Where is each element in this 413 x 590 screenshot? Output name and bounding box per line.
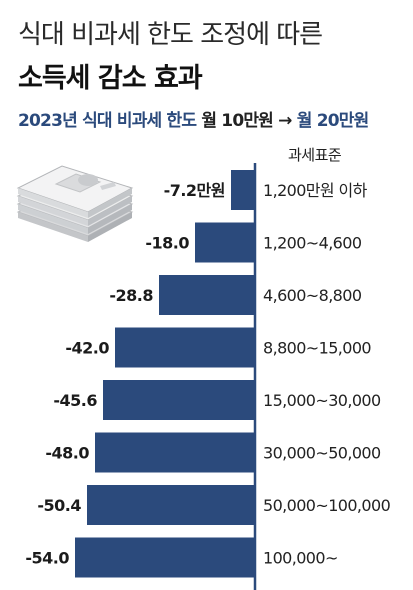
bar-2: [159, 275, 255, 315]
bar-1: [195, 222, 255, 263]
category-label-6: 50,000~100,000: [263, 496, 391, 515]
chart-title-line1: 식대 비과세 한도 조정에 따른: [18, 20, 323, 50]
bar-3: [115, 327, 255, 368]
subtitle-arrow: →: [278, 111, 292, 131]
category-label-3: 8,800~15,000: [263, 339, 371, 358]
category-label-1: 1,200~4,600: [263, 234, 362, 253]
chart-title-line2: 소득세 감소 효과: [18, 63, 203, 94]
value-label-2: -28.8: [109, 286, 153, 305]
category-label-4: 15,000~30,000: [263, 391, 381, 410]
value-label-0: -7.2만원: [164, 181, 225, 200]
value-label-4: -45.6: [53, 391, 97, 410]
bar-0: [231, 170, 255, 210]
value-label-5: -48.0: [45, 444, 89, 463]
chart-subtitle: 2023년 식대 비과세 한도 월 10만원 → 월 20만원: [18, 106, 369, 131]
category-label-7: 100,000~: [263, 549, 338, 568]
category-label-0: 1,200만원 이하: [263, 181, 368, 200]
category-label-2: 4,600~8,800: [263, 286, 362, 305]
subtitle-part2: 월 10만원: [201, 111, 274, 131]
bar-5: [95, 432, 255, 473]
bar-7: [75, 537, 255, 578]
category-label-5: 30,000~50,000: [263, 444, 381, 463]
bar-6: [87, 485, 255, 525]
value-label-7: -54.0: [25, 549, 69, 568]
bar-4: [103, 380, 255, 420]
subtitle-part1: 2023년 식대 비과세 한도: [18, 111, 197, 131]
subtitle-part3: 월 20만원: [296, 111, 369, 131]
column-header: 과세표준: [288, 146, 342, 164]
value-label-3: -42.0: [65, 339, 109, 358]
value-label-1: -18.0: [145, 234, 189, 253]
money-stack-icon: [16, 165, 134, 242]
value-label-6: -50.4: [37, 496, 81, 515]
